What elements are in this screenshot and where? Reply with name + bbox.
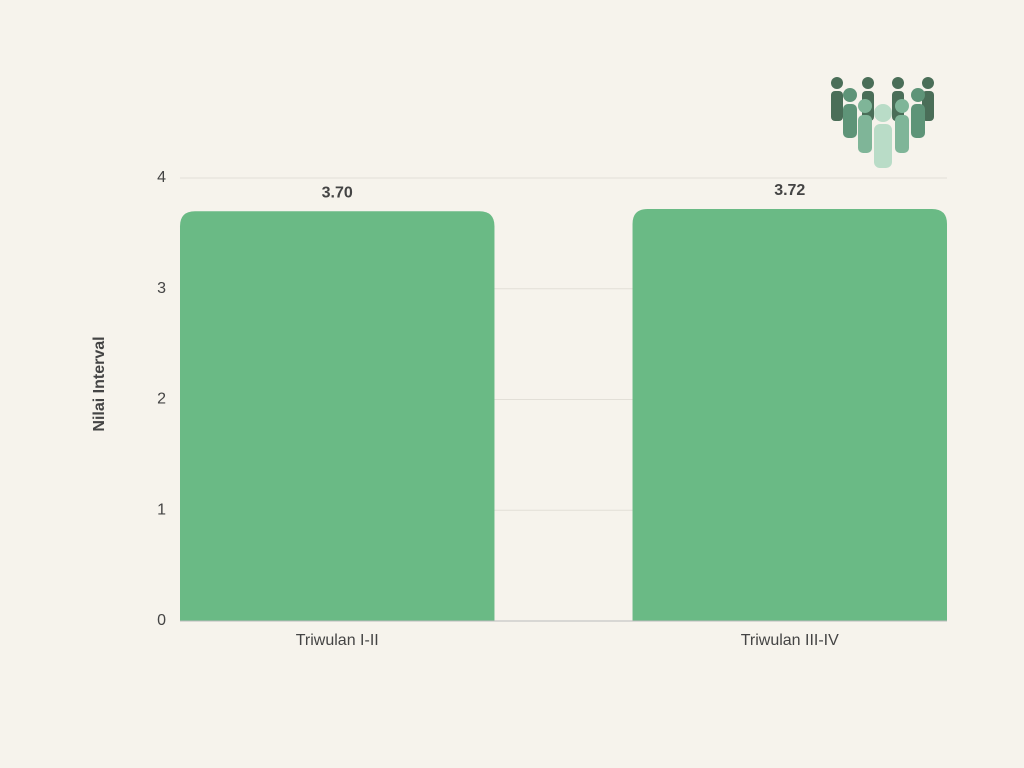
y-tick-label: 1 bbox=[157, 501, 166, 518]
x-tick-label: Triwulan I-II bbox=[296, 632, 379, 649]
value-label: 3.70 bbox=[322, 184, 353, 201]
y-tick-label: 3 bbox=[157, 280, 166, 297]
y-tick-label: 4 bbox=[157, 169, 166, 186]
y-tick-label: 2 bbox=[157, 391, 166, 408]
x-tick-label: Triwulan III-IV bbox=[741, 632, 839, 649]
bar bbox=[632, 209, 947, 621]
people-icon bbox=[831, 77, 934, 168]
y-tick-label: 0 bbox=[157, 612, 166, 629]
bar bbox=[180, 211, 495, 621]
y-axis-label: Nilai Interval bbox=[91, 336, 108, 431]
value-label: 3.72 bbox=[774, 182, 805, 199]
